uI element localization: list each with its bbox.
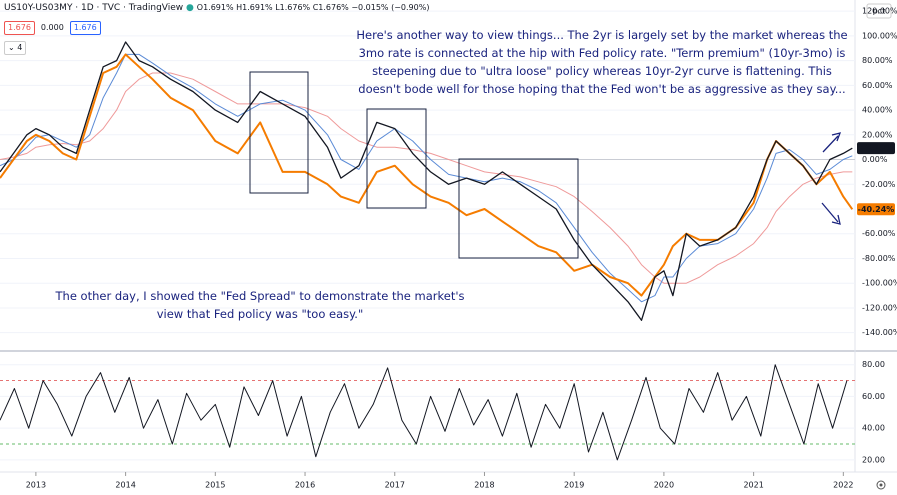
y-tick-label: 20.00 bbox=[862, 455, 885, 464]
series-line bbox=[0, 364, 848, 461]
annotation: The other day, I showed the "Fed Spread"… bbox=[55, 289, 465, 321]
ohlc: O1.691% H1.691% L1.676% C1.676% −0.015% … bbox=[196, 3, 430, 12]
x-tick-label: 2020 bbox=[654, 481, 674, 490]
y-tick-label: 120.00% bbox=[862, 7, 897, 16]
x-tick-label: 2015 bbox=[205, 481, 225, 490]
buy-box[interactable]: 1.676 bbox=[69, 21, 101, 35]
price-badge-label: -40.24% bbox=[858, 205, 895, 214]
price-badge bbox=[857, 142, 895, 155]
y-tick-label: -140.00% bbox=[862, 328, 897, 337]
highlight-box bbox=[458, 158, 579, 259]
y-tick-label: 0.00% bbox=[862, 155, 888, 164]
y-tick-label: 60.00 bbox=[862, 392, 885, 401]
y-tick-label: 80.00 bbox=[862, 360, 885, 369]
y-tick-label: -120.00% bbox=[862, 303, 897, 312]
highlight-box bbox=[366, 108, 427, 209]
y-tick-label: 60.00% bbox=[862, 81, 893, 90]
y-tick-label: 20.00% bbox=[862, 130, 893, 139]
y-tick-label: 80.00% bbox=[862, 56, 893, 65]
x-tick-label: 2016 bbox=[295, 481, 315, 490]
indicator-count: 4 bbox=[17, 43, 23, 52]
main-pane bbox=[0, 10, 855, 334]
x-tick-label: 2021 bbox=[743, 481, 763, 490]
status-dot: ● bbox=[186, 3, 194, 13]
symbol[interactable]: US10Y-US03MY · 1D · TVC · TradingView bbox=[4, 3, 184, 13]
spread-box: 0.000 bbox=[37, 22, 67, 34]
indicator-row: ⌄ 4 bbox=[4, 41, 29, 55]
symbol-row: US10Y-US03MY · 1D · TVC · TradingView ● … bbox=[4, 3, 429, 13]
series-line bbox=[0, 53, 853, 303]
y-tick-label: 40.00% bbox=[862, 106, 893, 115]
price-badge bbox=[857, 203, 895, 216]
x-tick-label: 2014 bbox=[115, 481, 135, 490]
arrow-up bbox=[822, 132, 842, 153]
sell-box[interactable]: 1.676 bbox=[4, 21, 35, 35]
indicator-toggle[interactable]: ⌄ 4 bbox=[4, 41, 27, 55]
price-badge-label: +9.19% bbox=[859, 144, 893, 153]
settings-icon[interactable] bbox=[876, 480, 886, 490]
x-tick-label: 2013 bbox=[26, 481, 46, 490]
x-tick-label: 2022 bbox=[833, 481, 853, 490]
y-tick-label: -60.00% bbox=[862, 229, 896, 238]
arrow-down bbox=[821, 202, 841, 225]
y-tick-label: -20.00% bbox=[862, 180, 896, 189]
x-tick-label: 2017 bbox=[385, 481, 405, 490]
annotation: Here's another way to view things... The… bbox=[356, 28, 848, 96]
y-tick-label: -100.00% bbox=[862, 279, 897, 288]
quote-row: 1.676 0.000 1.676 bbox=[4, 21, 104, 35]
x-tick-label: 2018 bbox=[474, 481, 494, 490]
y-tick-label: -80.00% bbox=[862, 254, 896, 263]
y-tick-label: 100.00% bbox=[862, 31, 897, 40]
unit-badge[interactable] bbox=[866, 3, 892, 19]
x-tick-label: 2019 bbox=[564, 481, 584, 490]
highlight-box bbox=[249, 71, 309, 194]
series-line bbox=[0, 41, 853, 321]
y-tick-label: 40.00 bbox=[862, 424, 885, 433]
unit-label: pct bbox=[873, 7, 886, 16]
series-line bbox=[0, 72, 853, 284]
